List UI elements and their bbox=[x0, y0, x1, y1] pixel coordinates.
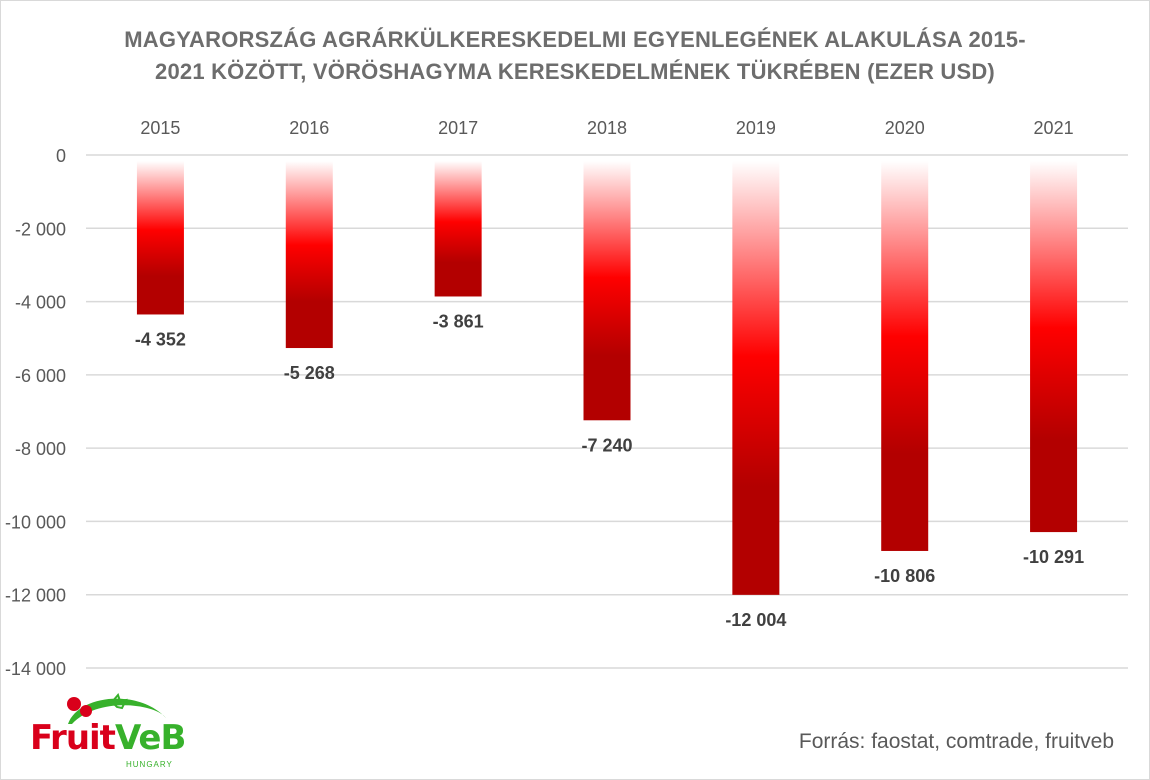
y-tick-label: -14 000 bbox=[5, 659, 66, 679]
y-tick-label: 0 bbox=[56, 146, 66, 166]
data-label: -5 268 bbox=[284, 363, 335, 383]
bar bbox=[1030, 161, 1078, 533]
logo-wordmark: FruitVeB bbox=[30, 718, 186, 758]
y-axis: 0 -2 000 -4 000 -6 000 -8 000 -10 000 -12 000 -… bbox=[5, 146, 66, 679]
bar bbox=[285, 161, 333, 349]
y-tick-label: -6 000 bbox=[15, 366, 66, 386]
x-category-label: 2016 bbox=[289, 118, 329, 138]
x-category-label: 2018 bbox=[587, 118, 627, 138]
bar bbox=[732, 161, 780, 595]
data-label: -12 004 bbox=[725, 610, 786, 630]
y-tick-label: -2 000 bbox=[15, 219, 66, 239]
y-tick-label: -8 000 bbox=[15, 439, 66, 459]
x-category-label: 2019 bbox=[736, 118, 776, 138]
bar bbox=[434, 161, 482, 297]
data-label: -7 240 bbox=[581, 435, 632, 455]
x-category-label: 2021 bbox=[1034, 118, 1074, 138]
y-tick-label: -10 000 bbox=[5, 512, 66, 532]
x-category-label: 2020 bbox=[885, 118, 925, 138]
bar bbox=[881, 161, 929, 551]
source-note: Forrás: faostat, comtrade, fruitveb bbox=[798, 730, 1114, 753]
y-tick-label: -12 000 bbox=[5, 586, 66, 606]
bar-chart: 0 -2 000 -4 000 -6 000 -8 000 -10 000 -12 000 -… bbox=[5, 118, 1128, 679]
x-axis: 2015 2016 2017 2018 2019 2020 2021 bbox=[140, 118, 1073, 138]
fruitveb-logo bbox=[67, 693, 166, 724]
data-labels: -4 352 -5 268 -3 861 -7 240 -12 004 -10 806 -1… bbox=[135, 311, 1084, 629]
data-label: -10 291 bbox=[1023, 547, 1084, 567]
data-label: -4 352 bbox=[135, 329, 186, 349]
x-category-label: 2015 bbox=[140, 118, 180, 138]
bar bbox=[583, 161, 631, 421]
x-category-label: 2017 bbox=[438, 118, 478, 138]
data-label: -10 806 bbox=[874, 566, 935, 586]
bar bbox=[136, 161, 184, 315]
bars bbox=[136, 161, 1078, 595]
logo-subtitle: HUNGARY bbox=[126, 760, 173, 769]
y-tick-label: -4 000 bbox=[15, 293, 66, 313]
chart-title: MAGYARORSZÁG AGRÁRKÜLKERESKEDELMI EGYENL… bbox=[60, 24, 1090, 88]
data-label: -3 861 bbox=[433, 311, 484, 331]
chart-title-line-1: MAGYARORSZÁG AGRÁRKÜLKERESKEDELMI EGYENL… bbox=[124, 27, 1026, 52]
chart-title-line-2: 2021 KÖZÖTT, VÖRÖSHAGYMA KERESKEDELMÉNEK… bbox=[155, 59, 995, 84]
